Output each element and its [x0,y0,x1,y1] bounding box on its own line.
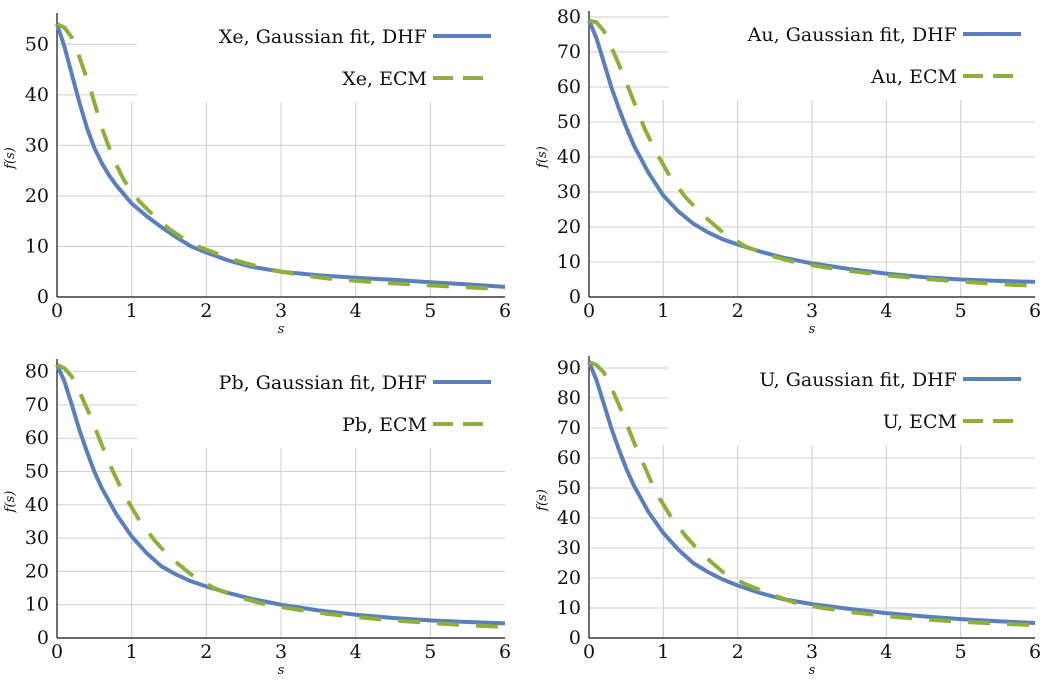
x-tick-label: 4 [880,641,892,663]
y-tick-label: 60 [557,76,581,98]
y-axis-label: f(s) [535,146,550,169]
y-tick-label: 40 [557,146,581,168]
y-tick-label: 30 [557,537,581,559]
x-tick-label: 5 [955,641,967,663]
series-line-ecm [588,18,1036,288]
x-tick-label: 3 [806,300,818,322]
legend-label: U, ECM [883,411,957,433]
x-tick-label: 3 [275,641,287,663]
x-tick-label: 5 [955,300,967,322]
y-tick-label: 70 [557,41,581,63]
series-line-ecm [56,22,506,291]
y-tick-label: 60 [25,427,49,449]
x-tick-label: 5 [424,641,436,663]
x-tick-label: 2 [732,300,744,322]
y-tick-label: 20 [25,185,49,207]
legend-label: U, Gaussian fit, DHF [759,369,957,391]
y-tick-label: 10 [25,235,49,257]
y-tick-label: 60 [557,447,581,469]
legend-label: Pb, ECM [342,414,427,436]
y-tick-label: 20 [557,567,581,589]
y-tick-label: 10 [557,597,581,619]
x-tick-label: 2 [732,641,744,663]
legend-label: Xe, Gaussian fit, DHF [219,26,427,48]
series-line-dhf [55,364,506,626]
y-tick-label: 0 [569,286,581,308]
x-tick-label: 1 [657,641,669,663]
y-tick-label: 50 [25,461,49,483]
legend-label: Pb, Gaussian fit, DHF [219,372,427,394]
x-tick-label: 1 [657,300,669,322]
x-tick-label: 5 [424,300,436,322]
x-tick-label: 2 [200,300,212,322]
legend-label: Au, ECM [870,66,957,88]
x-tick-label: 0 [583,641,595,663]
y-tick-label: 50 [557,477,581,499]
y-tick-label: 10 [25,594,49,616]
y-tick-label: 40 [557,507,581,529]
y-tick-label: 20 [25,560,49,582]
x-tick-label: 0 [51,641,63,663]
y-tick-label: 40 [25,494,49,516]
x-tick-label: 1 [126,300,138,322]
x-tick-label: 3 [806,641,818,663]
y-tick-label: 0 [37,627,49,649]
y-tick-label: 70 [557,417,581,439]
y-tick-label: 30 [25,134,49,156]
x-tick-label: 1 [126,641,138,663]
x-tick-label: 6 [1029,641,1041,663]
x-tick-label: 2 [200,641,212,663]
x-tick-label: 6 [499,641,511,663]
y-tick-label: 30 [557,181,581,203]
x-tick-label: 6 [1029,300,1041,322]
legend-label: Xe, ECM [342,68,427,90]
series-line-ecm [588,360,1036,628]
y-tick-label: 40 [25,84,49,106]
y-tick-label: 80 [557,6,581,28]
series-line-dhf [55,23,506,289]
series-line-dhf [587,361,1036,625]
x-tick-label: 6 [499,300,511,322]
y-tick-label: 80 [25,361,49,383]
y-tick-label: 70 [25,394,49,416]
x-axis-label: s [809,663,816,678]
x-tick-label: 4 [880,300,892,322]
x-tick-label: 4 [350,300,362,322]
y-tick-label: 50 [25,33,49,55]
y-tick-label: 80 [557,387,581,409]
y-axis-label: f(s) [3,491,18,514]
x-axis-label: s [278,322,285,337]
x-axis-label: s [278,663,285,678]
legend-label: Au, Gaussian fit, DHF [747,24,957,46]
y-tick-label: 10 [557,251,581,273]
x-tick-label: 0 [583,300,595,322]
y-tick-label: 50 [557,111,581,133]
y-tick-label: 30 [25,527,49,549]
y-tick-label: 0 [569,627,581,649]
y-tick-label: 20 [557,216,581,238]
x-axis-label: s [809,322,816,337]
x-tick-label: 4 [350,641,362,663]
x-tick-label: 0 [51,300,63,322]
y-axis-label: f(s) [535,489,550,512]
x-tick-label: 3 [275,300,287,322]
chart-panel-1: 0 1 2 3 4 5 6 0 10 20 30 40 50 s f(s) Xe, Gaussian fit,… [3,13,511,337]
y-tick-label: 90 [557,357,581,379]
series-line-ecm [56,363,506,629]
y-axis-label: f(s) [3,147,18,170]
y-tick-label: 0 [37,286,49,308]
